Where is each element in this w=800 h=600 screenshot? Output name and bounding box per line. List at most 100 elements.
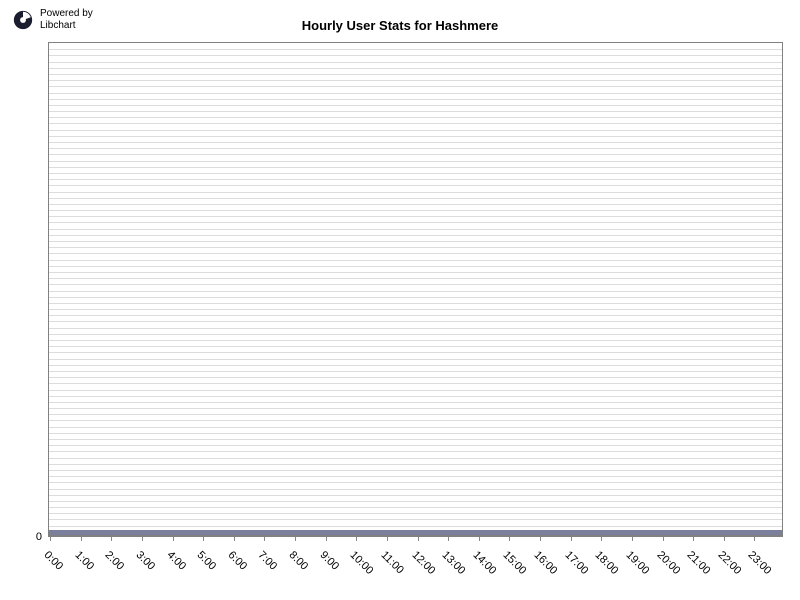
chart-gridline	[49, 111, 782, 112]
chart-gridline	[49, 390, 782, 391]
chart-gridline	[49, 62, 782, 63]
x-tick-label: 12:00	[409, 549, 437, 577]
x-tick	[754, 537, 755, 541]
chart-gridline	[49, 216, 782, 217]
x-tick-label: 8:00	[287, 549, 311, 573]
chart-gridline	[49, 396, 782, 397]
x-tick-label: 13:00	[440, 549, 468, 577]
chart-gridline	[49, 501, 782, 502]
x-tick	[111, 537, 112, 541]
chart-gridline	[49, 229, 782, 230]
x-tick-label: 2:00	[103, 549, 127, 573]
chart-gridline	[49, 371, 782, 372]
chart-gridline	[49, 266, 782, 267]
chart-gridline	[49, 303, 782, 304]
chart-gridline	[49, 204, 782, 205]
x-tick-label: 5:00	[195, 549, 219, 573]
x-tick-label: 9:00	[317, 549, 341, 573]
x-tick	[418, 537, 419, 541]
x-tick-label: 23:00	[746, 549, 774, 577]
chart-gridline	[49, 482, 782, 483]
x-tick	[295, 537, 296, 541]
chart-gridline	[49, 86, 782, 87]
chart-gridline	[49, 284, 782, 285]
x-tick-label: 21:00	[685, 549, 713, 577]
chart-gridline	[49, 123, 782, 124]
x-tick	[479, 537, 480, 541]
chart-gridline	[49, 519, 782, 520]
chart-gridline	[49, 451, 782, 452]
x-tick	[234, 537, 235, 541]
x-tick	[173, 537, 174, 541]
chart-gridline	[49, 247, 782, 248]
chart-gridline	[49, 222, 782, 223]
chart-gridline	[49, 49, 782, 50]
chart-gridline	[49, 458, 782, 459]
x-tick-label: 10:00	[348, 549, 376, 577]
x-tick	[50, 537, 51, 541]
chart-gridline	[49, 315, 782, 316]
x-tick-label: 0:00	[42, 549, 66, 573]
chart-gridline	[49, 74, 782, 75]
x-tick	[448, 537, 449, 541]
x-tick	[571, 537, 572, 541]
chart-gridline	[49, 192, 782, 193]
chart-gridline	[49, 464, 782, 465]
chart-gridline	[49, 346, 782, 347]
chart-gridline	[49, 408, 782, 409]
chart-gridline	[49, 439, 782, 440]
chart-gridline	[49, 142, 782, 143]
chart-plot-area: 00:001:002:003:004:005:006:007:008:009:0…	[48, 42, 783, 537]
x-tick	[142, 537, 143, 541]
x-tick-label: 14:00	[470, 549, 498, 577]
chart-gridline	[49, 445, 782, 446]
chart-gridline	[49, 297, 782, 298]
chart-gridline	[49, 470, 782, 471]
x-tick	[509, 537, 510, 541]
chart-gridline	[49, 359, 782, 360]
x-tick	[724, 537, 725, 541]
x-tick-label: 7:00	[256, 549, 280, 573]
chart-gridline	[49, 340, 782, 341]
x-tick-label: 4:00	[164, 549, 188, 573]
chart-gridline	[49, 161, 782, 162]
chart-gridline	[49, 235, 782, 236]
x-tick	[540, 537, 541, 541]
chart-gridline	[49, 253, 782, 254]
chart-gridline	[49, 309, 782, 310]
x-tick-label: 1:00	[72, 549, 96, 573]
chart-gridline	[49, 352, 782, 353]
chart-gridline	[49, 278, 782, 279]
x-tick-label: 11:00	[378, 549, 405, 576]
chart-gridline	[49, 148, 782, 149]
x-tick-label: 19:00	[623, 549, 651, 577]
x-tick	[693, 537, 694, 541]
chart-gridline	[49, 365, 782, 366]
chart-gridline	[49, 185, 782, 186]
chart-gridline	[49, 154, 782, 155]
x-tick	[663, 537, 664, 541]
chart-gridline	[49, 117, 782, 118]
chart-gridline	[49, 291, 782, 292]
x-tick	[601, 537, 602, 541]
chart-gridline	[49, 513, 782, 514]
chart-gridline	[49, 526, 782, 527]
chart-gridline	[49, 433, 782, 434]
x-tick	[203, 537, 204, 541]
chart-plot-box	[48, 42, 783, 537]
chart-gridline	[49, 55, 782, 56]
chart-gridline	[49, 130, 782, 131]
chart-gridline	[49, 93, 782, 94]
x-tick	[632, 537, 633, 541]
chart-gridline	[49, 241, 782, 242]
x-tick	[387, 537, 388, 541]
chart-gridline	[49, 68, 782, 69]
x-tick-label: 15:00	[501, 549, 529, 577]
chart-gridline	[49, 198, 782, 199]
chart-gridline	[49, 210, 782, 211]
x-tick-label: 16:00	[532, 549, 560, 577]
chart-gridline	[49, 489, 782, 490]
chart-gridline	[49, 414, 782, 415]
chart-gridline	[49, 328, 782, 329]
chart-gridline	[49, 402, 782, 403]
